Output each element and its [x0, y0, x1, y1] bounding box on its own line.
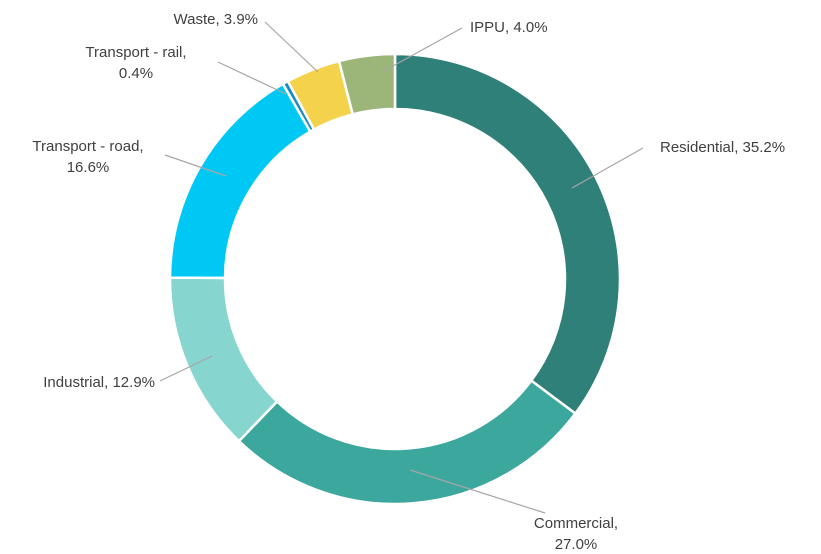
leader-line — [264, 21, 319, 73]
data-label: Residential, 35.2% — [660, 139, 785, 156]
donut-slice — [168, 82, 313, 280]
donut-slice — [393, 52, 622, 416]
leader-line — [159, 355, 213, 382]
data-label: 27.0% — [555, 536, 598, 553]
data-label: Industrial, 12.9% — [43, 374, 155, 391]
donut-slice — [337, 52, 397, 116]
data-label: IPPU, 4.0% — [470, 19, 548, 36]
donut-slice — [237, 378, 578, 506]
leader-line — [409, 469, 546, 514]
donut-slice — [168, 276, 279, 443]
leader-line — [217, 61, 287, 95]
data-label: Commercial, — [534, 515, 618, 532]
data-label: 16.6% — [67, 159, 110, 176]
data-label: Transport - road, — [32, 138, 143, 155]
leader-line — [381, 27, 463, 73]
data-label: 0.4% — [119, 65, 153, 82]
data-label: Waste, 3.9% — [174, 11, 258, 28]
leader-line — [164, 154, 227, 177]
leader-line — [571, 147, 644, 189]
data-label: Transport - rail, — [85, 44, 186, 61]
